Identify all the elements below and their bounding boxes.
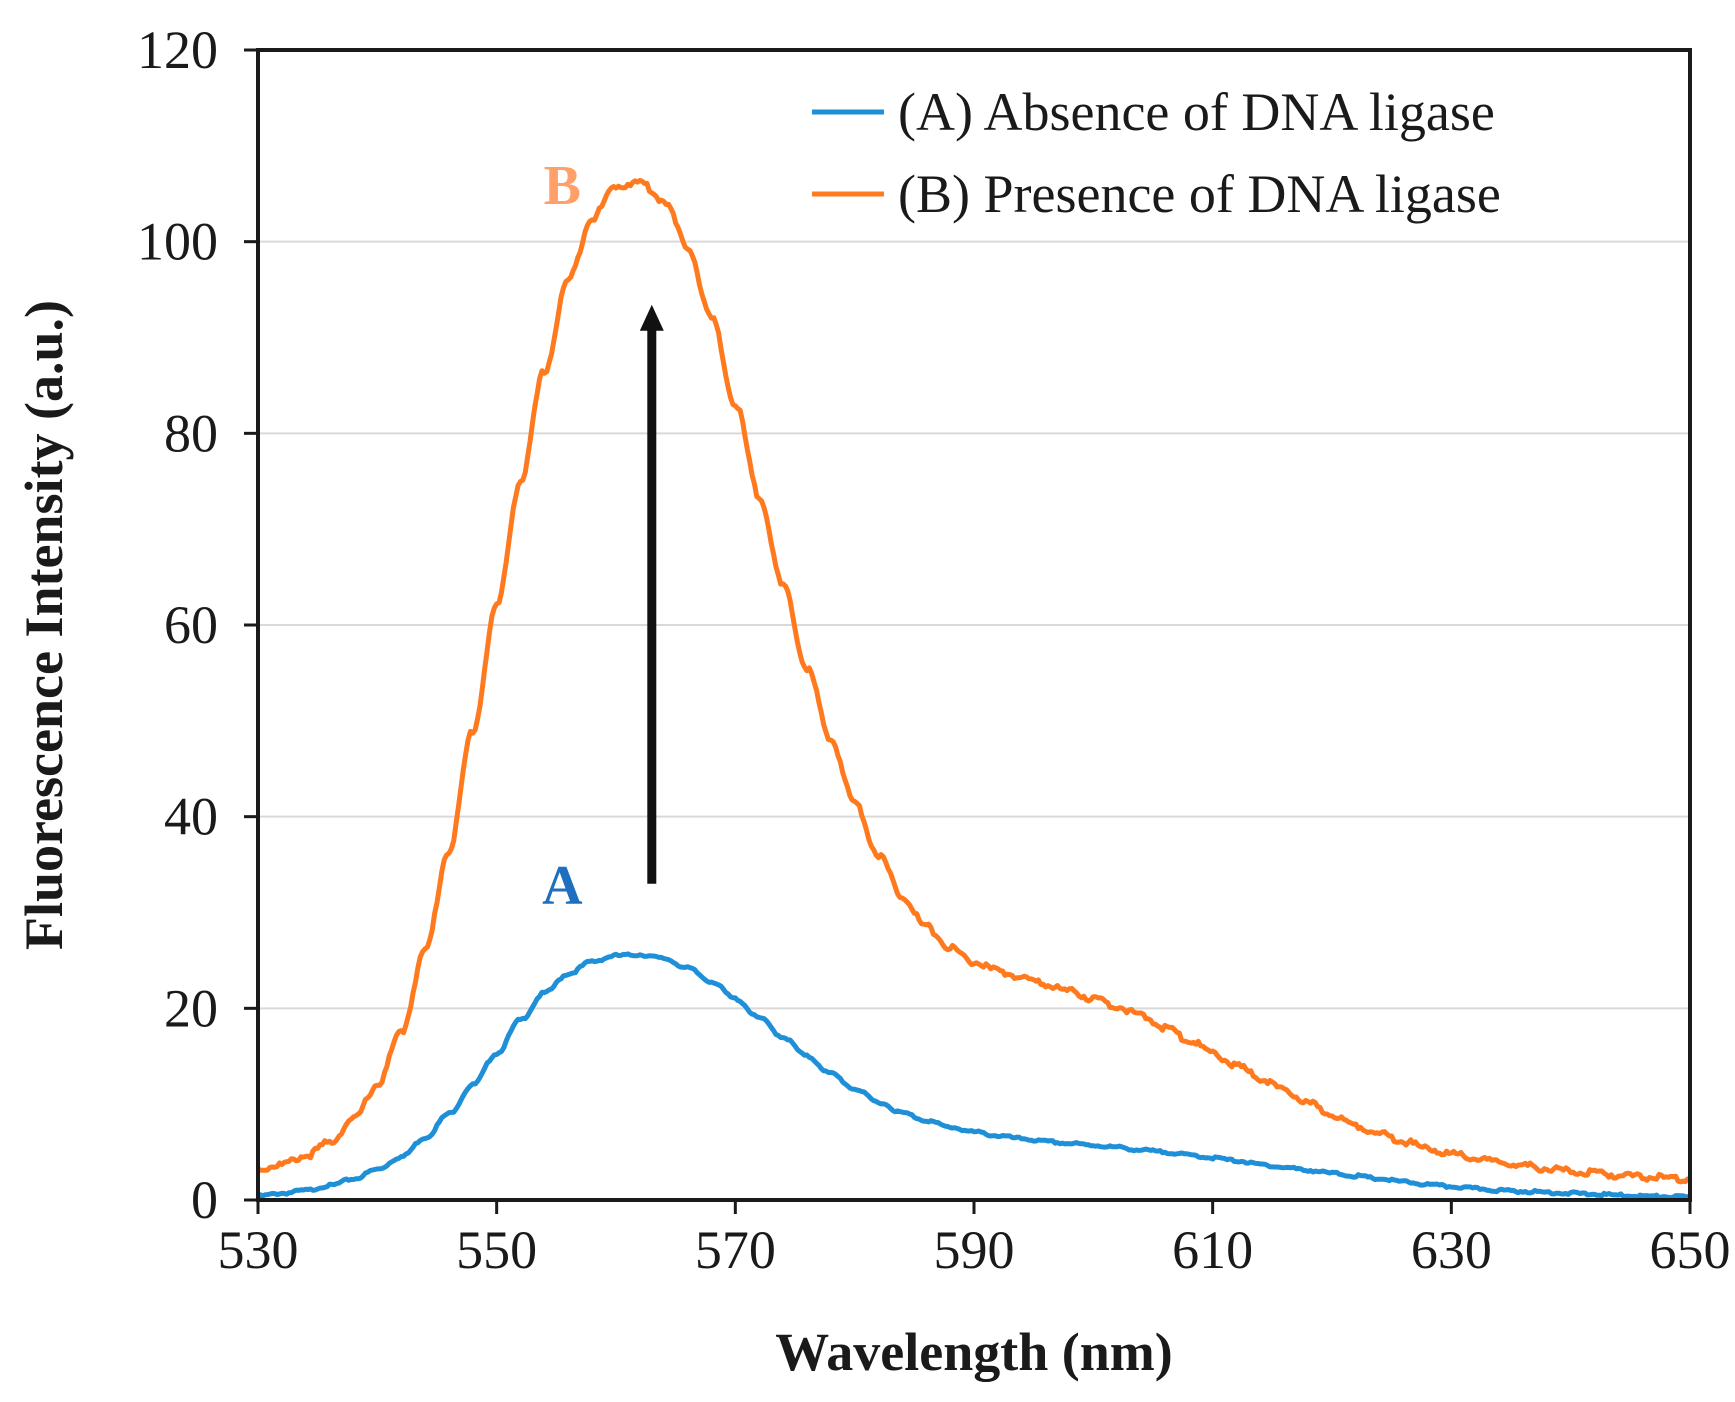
series-line-presence bbox=[256, 178, 1691, 1185]
legend: (A) Absence of DNA ligase (B) Presence of… bbox=[812, 82, 1501, 224]
y-tick-label-40: 40 bbox=[164, 787, 218, 847]
y-axis-title: Fluorescence Intensity (a.u.) bbox=[14, 300, 74, 950]
y-tick-label-20: 20 bbox=[164, 978, 218, 1038]
y-tick-label-0: 0 bbox=[191, 1170, 218, 1230]
x-tick-label-650: 650 bbox=[1650, 1220, 1731, 1280]
legend-label-presence: (B) Presence of DNA ligase bbox=[898, 164, 1501, 224]
curve-label-A: A bbox=[542, 855, 583, 917]
y-tick-label-120: 120 bbox=[137, 20, 218, 80]
x-tick-label-610: 610 bbox=[1172, 1220, 1253, 1280]
y-tick-label-60: 60 bbox=[164, 595, 218, 655]
x-tick-label-530: 530 bbox=[218, 1220, 299, 1280]
annotations: AB bbox=[542, 155, 664, 917]
y-tick-label-100: 100 bbox=[137, 212, 218, 272]
arrow-head bbox=[639, 304, 664, 331]
x-tick-label-550: 550 bbox=[456, 1220, 537, 1280]
axis-ticks: 0 20 40 60 80 100 120 530 550 570 590 610 630 650 bbox=[137, 20, 1731, 1280]
curve-label-B: B bbox=[544, 155, 581, 217]
legend-label-absence: (A) Absence of DNA ligase bbox=[898, 82, 1495, 142]
y-tick-label-80: 80 bbox=[164, 403, 218, 463]
gridlines bbox=[258, 240, 1690, 1010]
x-tick-label-630: 630 bbox=[1411, 1220, 1492, 1280]
x-tick-label-590: 590 bbox=[934, 1220, 1015, 1280]
series-layer bbox=[256, 178, 1691, 1201]
x-tick-label-570: 570 bbox=[695, 1220, 776, 1280]
series-line-absence bbox=[256, 951, 1691, 1201]
x-axis-title: Wavelength (nm) bbox=[775, 1322, 1173, 1382]
